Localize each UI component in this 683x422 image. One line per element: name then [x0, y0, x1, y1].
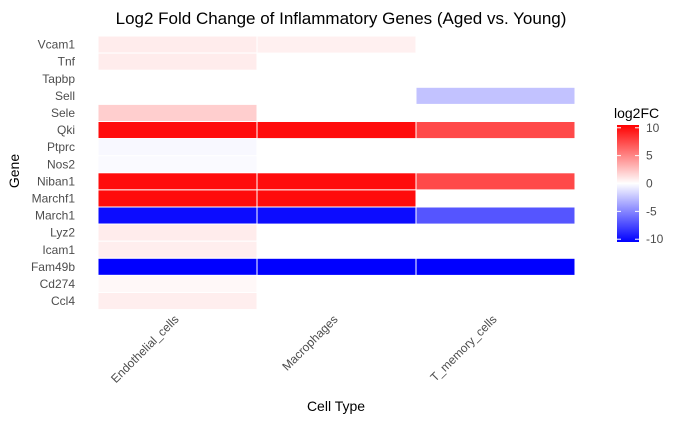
heatmap-tiles	[97, 35, 576, 311]
y-tick-label: Tnf	[58, 55, 76, 69]
x-tick-label: T_memory_cells	[427, 312, 499, 384]
heatmap-tile	[256, 206, 417, 225]
heatmap-tile	[97, 292, 258, 311]
heatmap-tile	[415, 172, 576, 191]
heatmap-tile	[97, 52, 258, 71]
y-tick-label: Nos2	[47, 157, 75, 171]
x-axis-label: Cell Type	[307, 398, 365, 414]
y-tick-label: Ccl4	[51, 294, 75, 308]
heatmap-tile	[97, 35, 258, 54]
heatmap-tile	[256, 189, 417, 208]
heatmap-tile	[97, 223, 258, 242]
heatmap-tile	[97, 206, 258, 225]
y-tick-label: March1	[35, 209, 75, 223]
legend-tick-label: -10	[646, 232, 664, 246]
legend: log2FC 10 5 0 -5 -10	[614, 105, 664, 246]
legend-tick-label: -5	[646, 204, 657, 218]
legend-tick-label: 5	[646, 149, 653, 163]
heatmap-tile	[256, 172, 417, 191]
y-tick-label: Icam1	[42, 243, 75, 257]
heatmap-tile	[97, 189, 258, 208]
legend-colorbar	[617, 125, 639, 242]
x-axis-ticks: Endothelial_cells Macrophages T_memory_cel…	[108, 312, 500, 386]
y-tick-label: Sell	[55, 89, 75, 103]
y-tick-label: Marchf1	[32, 191, 76, 205]
y-tick-label: Fam49b	[31, 260, 75, 274]
chart-title: Log2 Fold Change of Inflammatory Genes (…	[116, 9, 567, 28]
heatmap-tile	[256, 35, 417, 54]
y-tick-label: Lyz2	[50, 226, 75, 240]
legend-ticks: 10 5 0 -5 -10	[617, 121, 664, 246]
heatmap-tile	[97, 257, 258, 276]
legend-tick-label: 10	[646, 121, 660, 135]
y-axis-label: Gene	[6, 154, 22, 188]
heatmap-tile	[415, 121, 576, 140]
y-tick-label: Ptprc	[47, 140, 75, 154]
heatmap-tile	[256, 121, 417, 140]
y-tick-label: Tapbp	[42, 72, 75, 86]
heatmap-tile	[97, 121, 258, 140]
y-tick-label: Sele	[51, 106, 75, 120]
heatmap-tile	[97, 172, 258, 191]
x-tick-label: Endothelial_cells	[108, 312, 182, 386]
heatmap-tile	[256, 257, 417, 276]
y-axis-ticks: Vcam1 Tnf Tapbp Sell Sele Qki Ptprc Nos2 Niban1 M…	[31, 38, 76, 308]
heatmap-tile	[97, 103, 258, 123]
y-tick-label: Qki	[57, 123, 75, 137]
y-tick-label: Niban1	[37, 174, 75, 188]
y-tick-label: Cd274	[40, 277, 76, 291]
heatmap-tile	[415, 86, 576, 105]
heatmap-tile	[415, 206, 576, 225]
heatmap-tile	[97, 155, 258, 174]
legend-tick-label: 0	[646, 177, 653, 191]
heatmap-tile	[97, 240, 258, 259]
heatmap-tile	[97, 138, 258, 157]
heatmap-tile	[415, 257, 576, 276]
legend-title: log2FC	[614, 105, 659, 121]
x-tick-label: Macrophages	[279, 312, 340, 373]
y-tick-label: Vcam1	[38, 38, 76, 52]
heatmap-tile	[97, 274, 258, 293]
